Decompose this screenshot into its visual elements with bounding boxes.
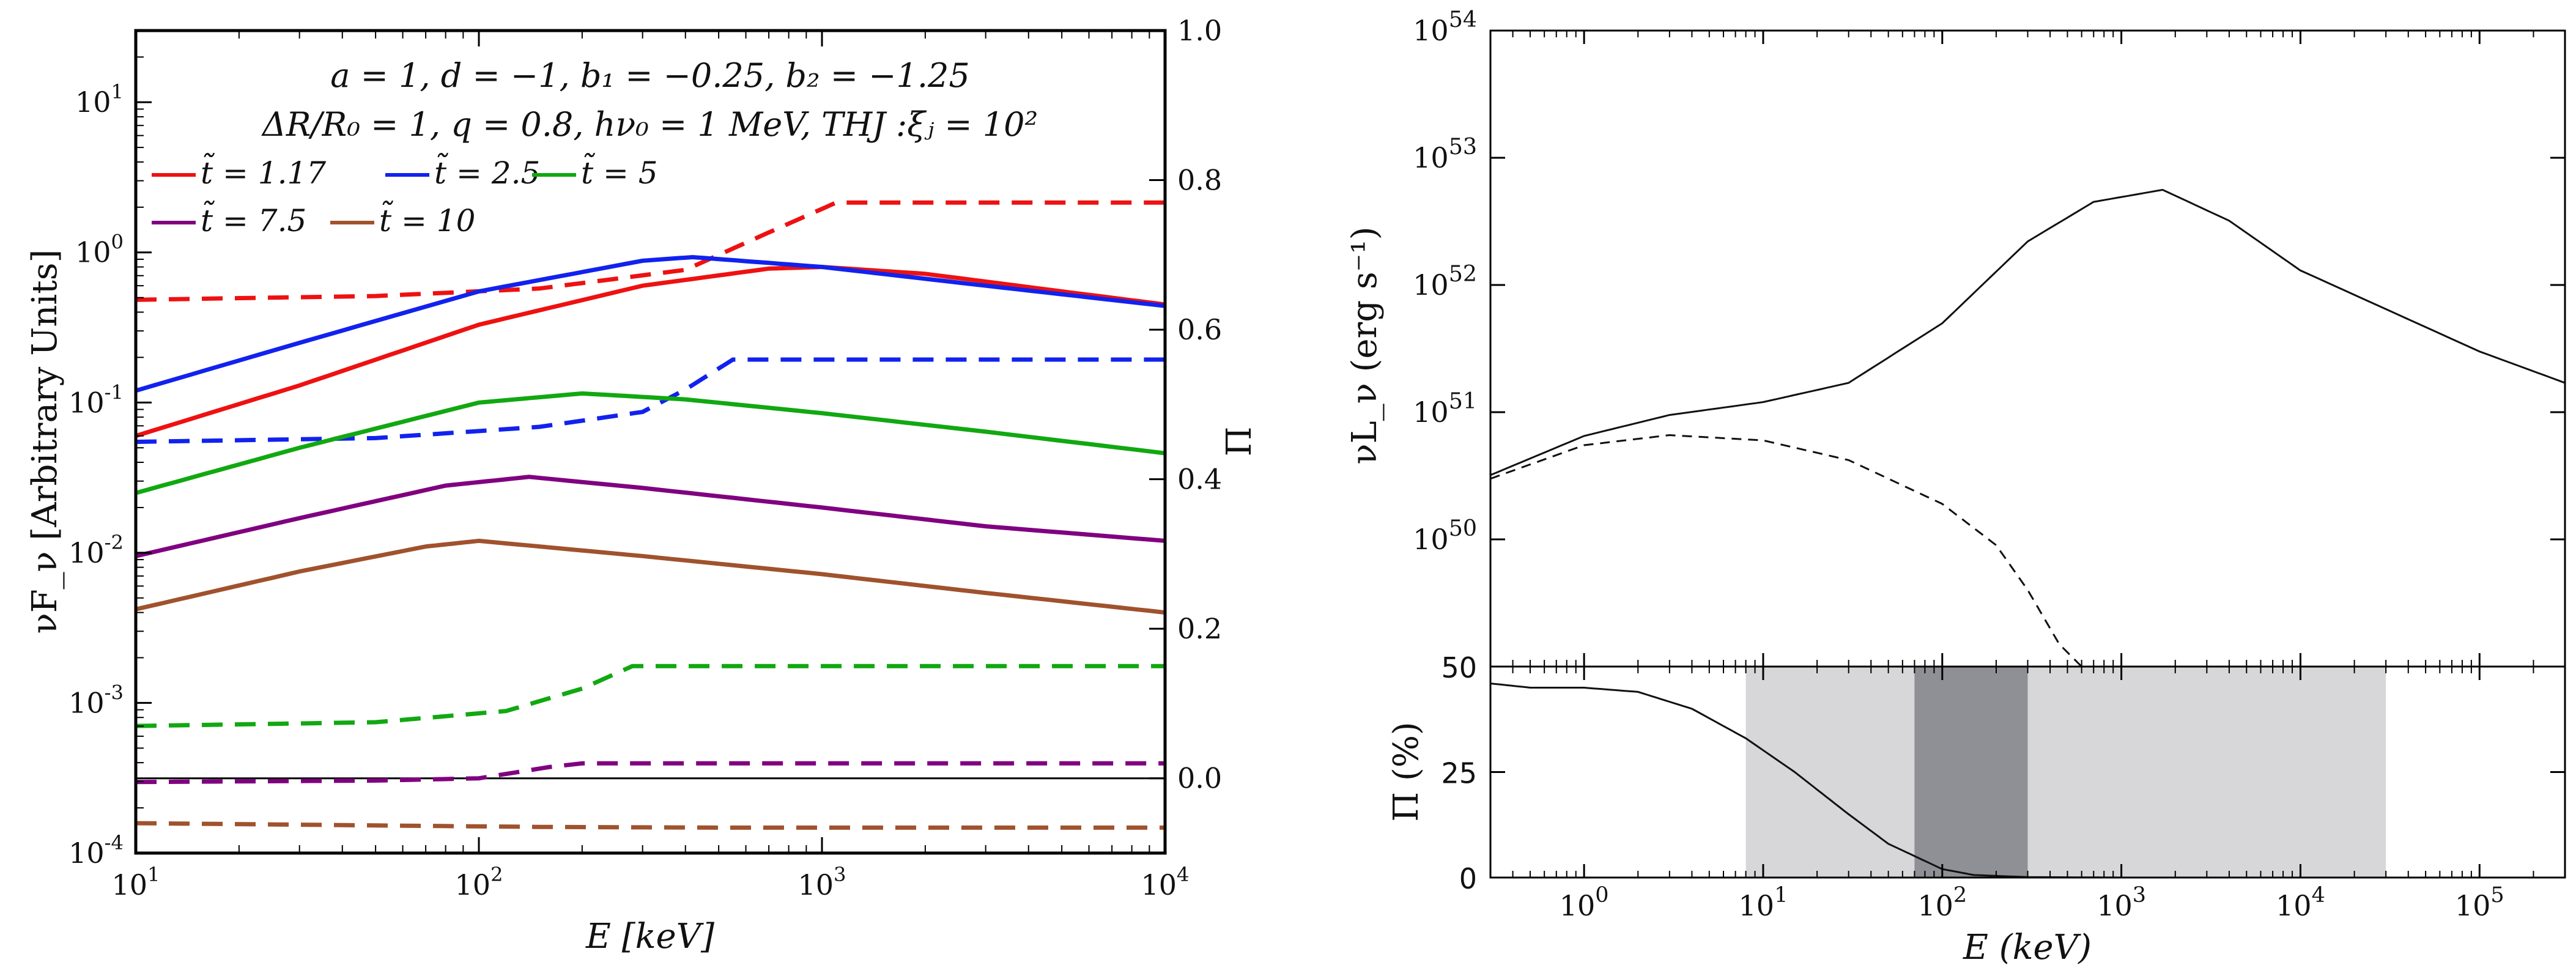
left-ytick-label: 101 [75, 80, 124, 119]
left-ytick-label: 100 [75, 231, 124, 269]
legend-label-5: t̃ = 10 [379, 201, 475, 238]
right-xtick-label: 105 [2455, 883, 2504, 922]
legend-label-1: t̃ = 1.17 [201, 153, 326, 191]
y2-tick-label: 0.8 [1177, 164, 1222, 197]
spectrum-line-4 [136, 475, 1165, 558]
right-bottom-y-axis-label: Π (%) [1386, 722, 1426, 822]
polarization-line-5 [136, 821, 1165, 830]
polarization-line-4 [136, 761, 1165, 785]
right-top-frame [1489, 29, 2566, 668]
left-ytick-label: 10-2 [68, 531, 124, 569]
legend-label-2: t̃ = 2.5 [434, 153, 540, 191]
right-chart-panel: 100 101 102 103 104 105 1050 1051 1052 1053 1054 0 2… [1345, 6, 2566, 967]
right-xtick-label: 104 [2276, 883, 2325, 922]
right-bottom-ytick-label: 25 [1441, 757, 1477, 790]
y2-tick-label: 0.6 [1177, 313, 1222, 346]
spectrum-line-1 [136, 264, 1165, 438]
y2-tick-label: 0.0 [1177, 762, 1222, 795]
left-xtick-label: 104 [1141, 863, 1189, 901]
right-top-ytick-label: 1050 [1413, 515, 1477, 556]
annotation-line-1: a = 1, d = −1, b₁ = −0.25, b₂ = −1.25 [330, 56, 969, 95]
right-top-ytick-label: 1052 [1413, 261, 1477, 301]
luminosity-total-line [1490, 188, 2565, 476]
right-top-ytick-label: 1053 [1413, 133, 1477, 174]
legend-label-4: t̃ = 7.5 [201, 201, 306, 238]
annotation-line-2: ΔR/R₀ = 1, q = 0.8, hν₀ = 1 MeV, THJ :ξⱼ… [261, 105, 1038, 144]
y2-tick-label: 0.4 [1177, 463, 1222, 496]
legend-label-3: t̃ = 5 [581, 153, 658, 191]
right-bottom-ytick-label: 50 [1441, 651, 1477, 684]
y2-tick-label: 0.2 [1177, 612, 1222, 645]
right-top-y-axis-label: νL_ν (erg s⁻¹) [1345, 226, 1385, 464]
right-bottom-x-axis-label: E (keV) [1963, 928, 2092, 967]
right-top-ytick-label: 1054 [1413, 6, 1477, 47]
luminosity-component-line [1490, 434, 2082, 667]
polarization-line-1 [136, 200, 1165, 302]
right-top-ytick-label: 1051 [1413, 388, 1477, 429]
y2-tick-label: 1.0 [1177, 14, 1222, 47]
left-ytick-label: 10-1 [68, 380, 124, 419]
left-y-axis-label: νF_ν [Arbitrary Units] [25, 250, 65, 634]
left-chart-panel: 101 102 103 104 10-4 10-3 10-2 10-1 100 101 0.0 0.2… [25, 14, 1259, 956]
right-xtick-label: 101 [1739, 883, 1788, 922]
polarization-degree-line [1490, 682, 2122, 878]
left-ytick-label: 10-3 [68, 681, 124, 719]
spectrum-line-3 [136, 391, 1165, 495]
right-bottom-ytick-label: 0 [1459, 862, 1477, 895]
left-xtick-label: 103 [798, 863, 846, 901]
right-y-axis-label: Π [1220, 427, 1259, 457]
right-xtick-label: 103 [2097, 883, 2146, 922]
right-xtick-label: 100 [1560, 883, 1609, 922]
spectrum-line-5 [136, 538, 1165, 615]
right-xtick-label: 102 [1917, 883, 1967, 922]
energy-band-dark [1914, 667, 2028, 878]
spectrum-line-2 [136, 254, 1165, 393]
left-legend: t̃ = 1.17 t̃ = 2.5 t̃ = 5 t̃ = 7.5 t̃ = 10 [152, 153, 658, 238]
left-x-axis-label: E [keV] [585, 917, 714, 956]
polarization-line-2 [136, 357, 1165, 444]
energy-band-light [1745, 667, 2386, 878]
left-xtick-label: 102 [454, 863, 503, 901]
left-xtick-label: 101 [111, 863, 160, 901]
left-ytick-label: 10-4 [68, 831, 124, 870]
polarization-line-3 [136, 664, 1165, 728]
left-plot-frame [134, 29, 1167, 855]
